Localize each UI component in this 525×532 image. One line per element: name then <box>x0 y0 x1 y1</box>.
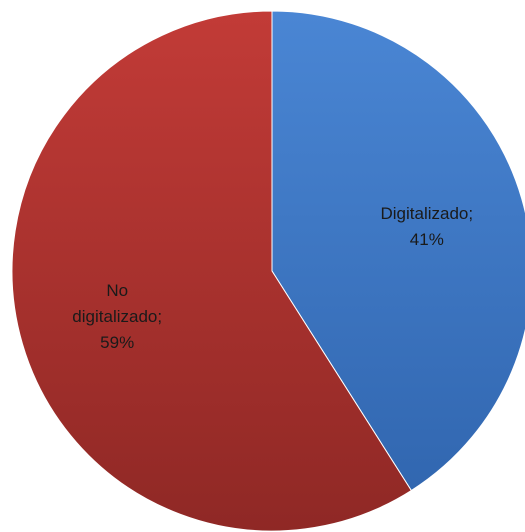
data-label-digitalizado: Digitalizado; 41% <box>380 204 473 249</box>
data-label-no-digitalizado: No digitalizado; 59% <box>72 281 162 352</box>
pie-slice-no-digitalizado <box>11 10 413 532</box>
pie-data-labels: Digitalizado; 41% No digitalizado; 59% <box>72 204 473 352</box>
pie-slices <box>11 10 525 532</box>
data-label-line: 41% <box>410 230 444 249</box>
data-label-line: Digitalizado; <box>380 204 473 223</box>
data-label-line: 59% <box>100 333 134 352</box>
data-label-line: digitalizado; <box>72 307 162 326</box>
data-label-line: No <box>106 281 128 300</box>
